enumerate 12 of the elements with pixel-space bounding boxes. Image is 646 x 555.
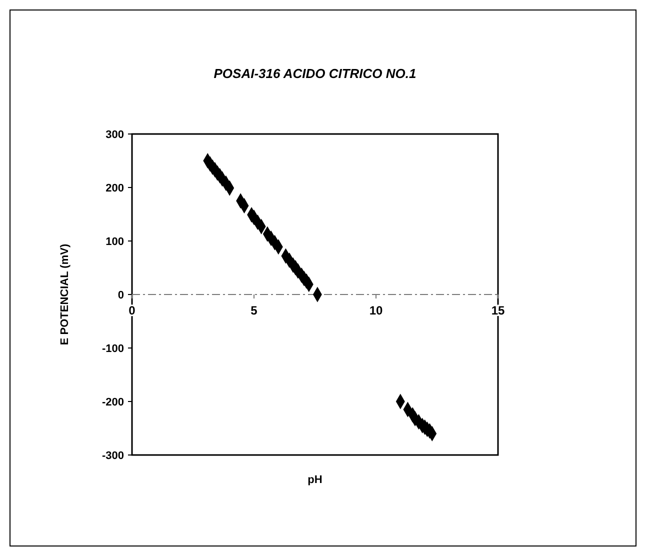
- x-axis-title: pH: [308, 474, 322, 486]
- y-tick-label: -200: [102, 396, 124, 408]
- y-tick-label: 0: [118, 289, 124, 302]
- x-tick-label: 10: [369, 304, 383, 318]
- y-tick-label: 300: [106, 128, 124, 141]
- y-axis-title: E POTENCIAL (mV): [59, 244, 71, 346]
- chart-title: POSAI-316 ACIDO CITRICO NO.1: [214, 66, 416, 81]
- x-tick-label: 5: [250, 304, 258, 318]
- y-tick-label: 200: [106, 182, 124, 194]
- y-tick-label: -100: [102, 342, 124, 355]
- y-tick-label: 100: [106, 236, 124, 248]
- y-tick-label: -300: [102, 450, 124, 462]
